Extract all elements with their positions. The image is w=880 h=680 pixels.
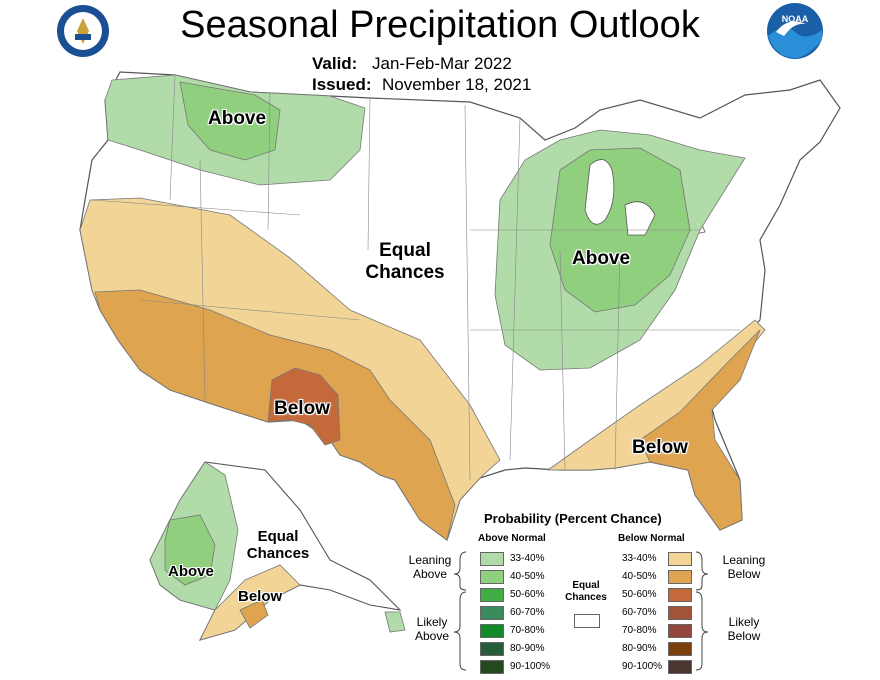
page-title: Seasonal Precipitation Outlook [180, 4, 700, 46]
legend-equal-chances: Equal Chances [558, 580, 614, 604]
legend-title: Probability (Percent Chance) [484, 511, 662, 526]
alaska-panhandle [384, 611, 406, 633]
ak-equal-line2: Chances [246, 545, 310, 562]
legend-below-range-label: 33-40% [622, 553, 657, 564]
legend-above-range-label: 60-70% [510, 607, 545, 618]
sw-below-strong [267, 367, 341, 446]
legend-below-header: Below Normal [618, 533, 685, 544]
legend-above-range-label: 40-50% [510, 571, 545, 582]
valid-label: Valid: [312, 54, 358, 73]
legend-equal-swatch [574, 614, 600, 628]
legend-above-swatch [480, 606, 504, 620]
likely-above-line2: Above [414, 629, 450, 643]
leaning-below-line2: Below [727, 567, 761, 581]
legend-below-range-label: 60-70% [622, 607, 657, 618]
michigan [584, 159, 656, 236]
legend-leaning-above: Leaning Above [402, 553, 458, 581]
label-equal-chances: Equal Chances [360, 240, 450, 284]
legend-below-swatch [668, 624, 692, 638]
legend-below-range-label: 90-100% [622, 661, 663, 672]
legend-below-range-label: 50-60% [622, 589, 657, 600]
leaning-above-line1: Leaning [408, 553, 452, 567]
legend-equal-line2: Chances [565, 592, 607, 603]
legend-below-swatch [668, 642, 692, 656]
label-alaska-above: Above [168, 563, 214, 580]
legend-above-range-label: 70-80% [510, 625, 545, 636]
legend-below-swatch [668, 606, 692, 620]
ak-equal-line1: Equal [257, 528, 299, 545]
label-alaska-below: Below [238, 588, 283, 605]
legend-below-swatch [668, 552, 692, 566]
label-above-northwest: Above [208, 108, 267, 129]
legend-above-range-label: 90-100% [510, 661, 551, 672]
noaa-logo-icon: NOAA [767, 3, 823, 59]
svg-text:NOAA: NOAA [782, 14, 809, 24]
legend-leaning-below: Leaning Below [716, 553, 772, 581]
issued-label: Issued: [312, 75, 372, 94]
valid-line: Valid: Jan-Feb-Mar 2022 [312, 54, 512, 74]
legend-below-range-label: 70-80% [622, 625, 657, 636]
equal-line1: Equal [379, 240, 431, 261]
legend-above-range-label: 80-90% [510, 643, 545, 654]
legend-above-swatch [480, 660, 504, 674]
se-below-likely [639, 329, 761, 531]
legend-above-swatch [480, 588, 504, 602]
legend-likely-above: Likely Above [404, 615, 460, 643]
likely-below-line1: Likely [728, 615, 760, 629]
legend-below-swatch [668, 588, 692, 602]
issued-line: Issued: November 18, 2021 [312, 75, 531, 95]
legend-below-swatch [668, 570, 692, 584]
legend-above-swatch [480, 642, 504, 656]
legend-above-swatch [480, 552, 504, 566]
leaning-above-line2: Above [412, 567, 448, 581]
legend-above-header: Above Normal [478, 533, 546, 544]
label-alaska-equal-chances: Equal Chances [238, 528, 318, 562]
likely-below-line2: Below [727, 629, 761, 643]
legend-above-range-label: 33-40% [510, 553, 545, 564]
legend-below-range-label: 40-50% [622, 571, 657, 582]
label-above-northeast: Above [572, 248, 631, 269]
valid-value: Jan-Feb-Mar 2022 [372, 54, 512, 73]
doc-seal-icon [57, 5, 109, 57]
issued-value: November 18, 2021 [382, 75, 532, 94]
label-below-southeast: Below [632, 437, 688, 458]
equal-line2: Chances [365, 262, 445, 283]
legend-equal-line1: Equal [572, 580, 600, 591]
alaska-below-likely [239, 599, 269, 629]
nw-above-likely [179, 81, 281, 161]
likely-above-line1: Likely [416, 615, 448, 629]
alaska-above-likely [164, 514, 216, 586]
leaning-below-line1: Leaning [722, 553, 766, 567]
state-borders [91, 74, 740, 481]
legend-above-swatch [480, 570, 504, 584]
label-below-southwest: Below [274, 398, 330, 419]
legend-above-swatch [480, 624, 504, 638]
legend-likely-below: Likely Below [716, 615, 772, 643]
legend-below-swatch [668, 660, 692, 674]
legend-above-range-label: 50-60% [510, 589, 545, 600]
legend-below-range-label: 80-90% [622, 643, 657, 654]
